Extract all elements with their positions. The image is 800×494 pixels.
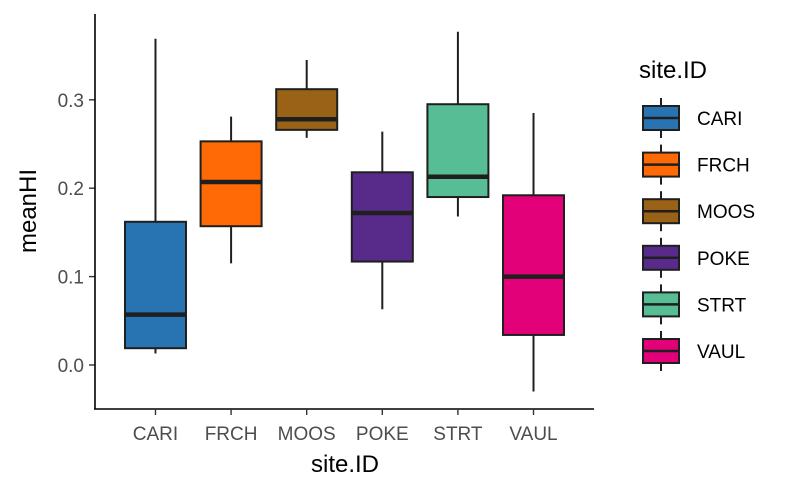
legend-item-moos: MOOS	[642, 191, 755, 232]
legend-title: site.ID	[639, 57, 707, 84]
box-plot-boxes	[123, 31, 566, 392]
box-rect	[350, 171, 414, 263]
x-axis-title: site.ID	[311, 451, 379, 478]
legend-item-cari: CARI	[642, 98, 742, 138]
legend-label: POKE	[697, 249, 750, 270]
y-tick-label: 0.1	[58, 268, 84, 289]
x-tick-label: CARI	[133, 424, 178, 445]
legend-label: MOOS	[697, 202, 755, 223]
x-tick-label: VAUL	[509, 424, 557, 445]
box-frch	[199, 116, 263, 264]
y-axis-title: meanHI	[15, 169, 42, 253]
box-rect	[123, 220, 187, 350]
legend: CARI FRCH MOOS POKE STRT VAUL	[642, 98, 755, 371]
y-tick-label: 0.2	[58, 179, 84, 200]
box-cari	[123, 38, 187, 354]
box-rect	[275, 88, 339, 131]
legend-item-poke: POKE	[642, 237, 750, 278]
y-tick-label: 0.3	[58, 91, 84, 112]
box-strt	[426, 31, 490, 217]
x-axis-ticks: CARI FRCH MOOS POKE STRT VAUL	[133, 409, 558, 445]
x-tick-label: STRT	[433, 424, 483, 445]
x-tick-label: FRCH	[205, 424, 258, 445]
legend-item-vaul: VAUL	[642, 331, 745, 371]
y-axis-ticks: 0.0 0.1 0.2 0.3	[58, 91, 95, 377]
box-rect	[426, 103, 490, 199]
box-moos	[275, 60, 339, 138]
legend-label: FRCH	[697, 156, 750, 177]
y-tick-label: 0.0	[58, 356, 84, 377]
x-tick-label: POKE	[356, 424, 409, 445]
x-tick-label: MOOS	[278, 424, 336, 445]
legend-item-frch: FRCH	[642, 144, 750, 185]
legend-label: STRT	[697, 295, 747, 316]
legend-item-strt: STRT	[642, 284, 747, 325]
legend-label: CARI	[697, 109, 742, 130]
box-poke	[350, 131, 414, 310]
legend-label: VAUL	[697, 342, 745, 363]
box-vaul	[502, 113, 566, 392]
box-rect	[502, 194, 566, 336]
